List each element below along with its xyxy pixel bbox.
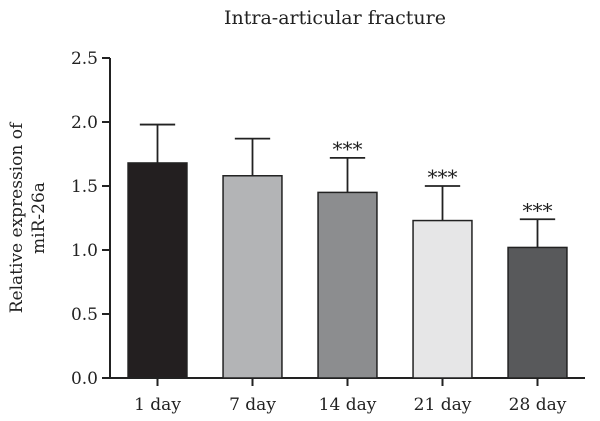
bar [127,162,188,379]
bar-group-28-day: 28 day *** [507,198,568,415]
significance-label: *** [523,198,553,222]
y-axis: 0.0 0.5 1.0 1.5 2.0 2.5 [71,49,111,389]
bar-group-14-day: 14 day *** [317,137,378,415]
bar [317,191,378,379]
bars-group: 1 day 7 day 14 day *** 21 day *** 28 day *** [127,123,568,415]
x-tick-label: 21 day [414,395,472,415]
x-tick-label: 1 day [134,395,181,415]
x-tick-label: 28 day [509,395,567,415]
bar [412,219,473,379]
y-tick-label: 2.5 [71,49,98,69]
y-axis-label-line-2: miR-26a [29,182,49,254]
bar [507,246,568,379]
chart-title: Intra-articular fracture [224,7,446,29]
y-tick-label: 1.5 [71,177,98,197]
significance-label: *** [333,137,363,161]
bar-group-1-day: 1 day [127,123,188,415]
y-tick-label: 0.5 [71,305,98,325]
x-tick-label: 14 day [319,395,377,415]
bar-group-7-day: 7 day [222,137,283,415]
y-tick-label: 2.0 [71,113,98,133]
y-axis-label: Relative expression of miR-26a [7,121,49,313]
bar-group-21-day: 21 day *** [412,165,473,415]
y-axis-label-line-1: Relative expression of [7,121,27,313]
bar [222,175,283,379]
x-tick-label: 7 day [229,395,276,415]
significance-label: *** [428,165,458,189]
y-tick-label: 1.0 [71,241,98,261]
y-tick-label: 0.0 [71,369,98,389]
